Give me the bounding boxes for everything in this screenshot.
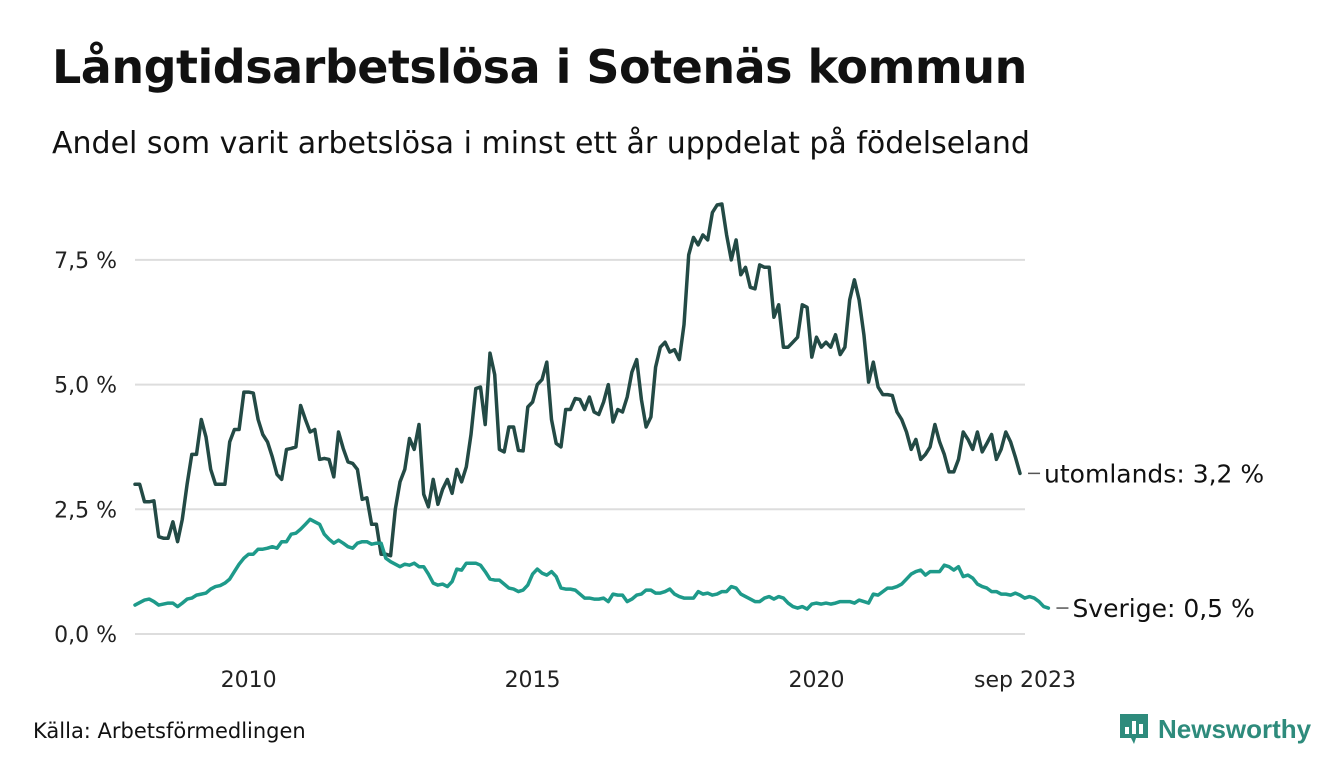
newsworthy-logo[interactable]: Newsworthy [1118, 712, 1311, 746]
series-lines [133, 202, 1051, 611]
brand-name: Newsworthy [1158, 713, 1312, 744]
series-line-utomlands [133, 202, 1022, 558]
x-tick-label: 2010 [221, 668, 277, 693]
y-tick-label: 0,0 % [54, 623, 117, 648]
x-axis-ticks: 2010 2015 2020 sep 2023 [221, 668, 1076, 693]
x-tick-label: 2015 [505, 668, 561, 693]
chart-subtitle: Andel som varit arbetslösa i minst ett å… [52, 126, 1030, 161]
source-note: Källa: Arbetsförmedlingen [33, 719, 306, 743]
y-tick-label: 2,5 % [54, 498, 117, 523]
y-axis-ticks: 0,0 % 2,5 % 5,0 % 7,5 % [54, 249, 117, 648]
x-tick-label: sep 2023 [974, 668, 1076, 693]
end-label-utomlands: utomlands: 3,2 % [1044, 459, 1264, 488]
y-tick-label: 5,0 % [54, 374, 117, 399]
series-line-sverige [133, 517, 1051, 611]
newsworthy-icon [1120, 714, 1148, 744]
y-tick-label: 7,5 % [54, 249, 117, 274]
x-tick-label: 2020 [789, 668, 845, 693]
end-labels: utomlands: 3,2 % Sverige: 0,5 % [1028, 459, 1264, 623]
end-label-sverige: Sverige: 0,5 % [1072, 594, 1254, 623]
chart-title: Långtidsarbetslösa i Sotenäs kommun [52, 40, 1027, 94]
